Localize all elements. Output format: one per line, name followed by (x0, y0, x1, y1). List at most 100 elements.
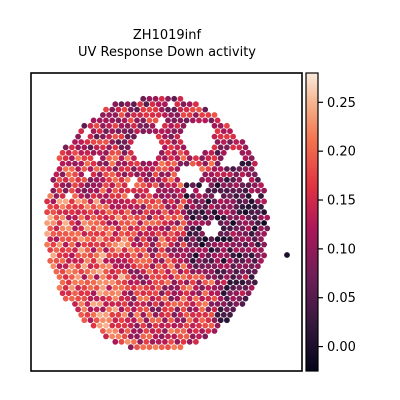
spot (131, 284, 137, 291)
spot (264, 225, 271, 232)
spot (109, 203, 116, 210)
spot (134, 301, 140, 307)
spot (124, 220, 131, 226)
spot (168, 166, 175, 172)
spot (112, 198, 119, 205)
spot (87, 220, 94, 226)
spot (174, 198, 181, 205)
spot (202, 106, 209, 113)
spot (180, 317, 187, 324)
spot (155, 306, 162, 313)
spot (189, 182, 196, 189)
spot (121, 279, 128, 286)
spot (208, 236, 215, 243)
spot (208, 203, 215, 210)
spot (90, 279, 97, 286)
spot (96, 301, 103, 307)
spot (100, 198, 106, 205)
spot (186, 209, 193, 216)
spot (75, 133, 81, 140)
spot (134, 171, 140, 178)
spot (75, 295, 81, 302)
spot (149, 306, 156, 313)
spot (183, 268, 190, 275)
spot (78, 257, 85, 264)
spot (162, 263, 168, 270)
spot (220, 214, 227, 221)
spot (158, 128, 165, 135)
spot (75, 306, 81, 313)
spot (224, 133, 230, 140)
spot (236, 187, 243, 194)
spot (109, 182, 116, 189)
spot (220, 171, 227, 178)
spot (165, 193, 171, 199)
spot (162, 295, 168, 302)
spot (87, 166, 94, 172)
spot (220, 193, 227, 199)
spot (124, 284, 131, 291)
spot (193, 209, 199, 216)
spot (168, 122, 175, 129)
spot (217, 274, 224, 280)
spot (180, 295, 187, 302)
spot (155, 155, 162, 162)
spot (140, 279, 147, 286)
spot (109, 301, 116, 307)
spot (50, 209, 57, 216)
spot (183, 279, 190, 286)
spot (59, 182, 66, 189)
spot (62, 144, 69, 151)
spot (112, 209, 119, 216)
spot (202, 311, 209, 318)
spot (242, 198, 249, 205)
spot (162, 198, 168, 205)
spot (152, 182, 159, 189)
spot (115, 128, 122, 135)
spot (152, 311, 159, 318)
spot (155, 317, 162, 324)
spot (96, 311, 103, 318)
spot (242, 155, 249, 162)
spot (155, 198, 162, 205)
spot (103, 257, 109, 264)
spot (248, 155, 255, 162)
spot (180, 187, 187, 194)
spot (261, 198, 267, 205)
spot (72, 301, 78, 307)
spot (149, 122, 156, 129)
spot (106, 176, 112, 183)
spot (127, 149, 134, 156)
spot (224, 144, 230, 151)
spot (106, 317, 112, 324)
spot (171, 247, 178, 253)
spot (72, 257, 78, 264)
spot (205, 263, 212, 270)
spot (155, 263, 162, 270)
spot (121, 247, 128, 253)
spot (93, 317, 100, 324)
spot (146, 311, 153, 318)
spot (149, 328, 156, 334)
spot (230, 241, 237, 248)
spot (127, 257, 134, 264)
spot (112, 155, 119, 162)
spot (233, 139, 240, 145)
spot (227, 301, 233, 307)
spot (87, 241, 94, 248)
spot (242, 230, 249, 237)
spot (121, 301, 128, 307)
spot (84, 311, 91, 318)
spot (118, 230, 125, 237)
spot (217, 187, 224, 194)
spot (251, 247, 258, 253)
spot (158, 344, 165, 351)
spot (90, 203, 97, 210)
spot (87, 187, 94, 194)
spot (53, 203, 60, 210)
spot (127, 128, 134, 135)
spot (162, 187, 168, 194)
spot (75, 155, 81, 162)
spot (65, 160, 72, 167)
